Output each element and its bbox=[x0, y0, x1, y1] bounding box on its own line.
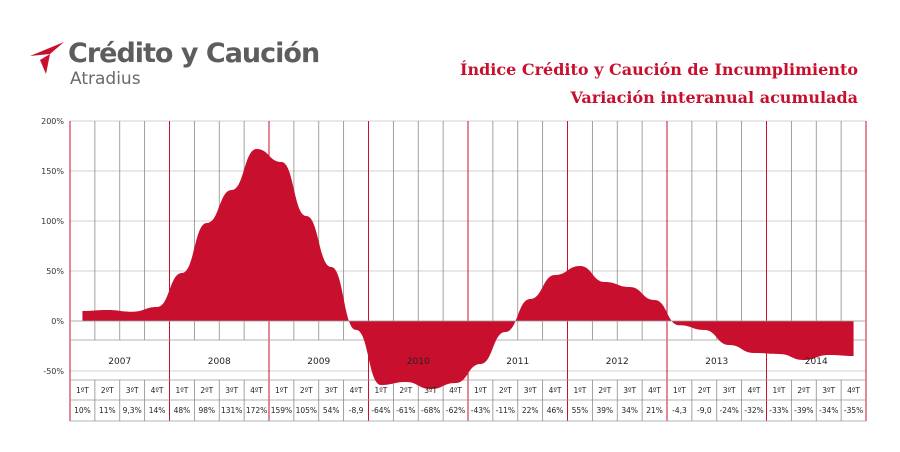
quarter-label: 1ºT bbox=[474, 386, 487, 395]
quarter-label: 2ºT bbox=[101, 386, 114, 395]
value-label: 14% bbox=[149, 406, 166, 415]
quarter-label: 4ºT bbox=[350, 386, 363, 395]
value-label: -24% bbox=[719, 406, 738, 415]
quarter-label: 1ºT bbox=[374, 386, 387, 395]
year-label: 2011 bbox=[506, 357, 529, 367]
quarter-label: 3ºT bbox=[723, 386, 736, 395]
quarter-label: 4ºT bbox=[648, 386, 661, 395]
year-label: 2013 bbox=[705, 357, 728, 367]
quarter-label: 2ºT bbox=[300, 386, 313, 395]
year-label: 2007 bbox=[108, 357, 131, 367]
value-label: 39% bbox=[596, 406, 613, 415]
quarter-label: 2ºT bbox=[797, 386, 810, 395]
y-tick-label: 50% bbox=[46, 267, 64, 276]
value-label: -43% bbox=[471, 406, 490, 415]
value-label: 46% bbox=[547, 406, 564, 415]
chart-subtitle: Variación interanual acumulada bbox=[570, 88, 858, 107]
quarter-label: 3ºT bbox=[822, 386, 835, 395]
value-label: 105% bbox=[296, 406, 317, 415]
quarter-label: 1ºT bbox=[275, 386, 288, 395]
value-label: -34% bbox=[819, 406, 838, 415]
value-label: -33% bbox=[769, 406, 788, 415]
value-label: 172% bbox=[246, 406, 267, 415]
quarter-label: 2ºT bbox=[399, 386, 412, 395]
value-label: -62% bbox=[446, 406, 465, 415]
chart-title: Índice Crédito y Caución de Incumplimien… bbox=[460, 60, 858, 79]
value-label: -68% bbox=[421, 406, 440, 415]
value-label: -39% bbox=[794, 406, 813, 415]
year-label: 2008 bbox=[208, 357, 231, 367]
value-label: 21% bbox=[646, 406, 663, 415]
quarter-label: 1ºT bbox=[573, 386, 586, 395]
value-label: -4,3 bbox=[672, 406, 687, 415]
quarter-label: 3ºT bbox=[225, 386, 238, 395]
y-tick-label: -50% bbox=[43, 367, 64, 376]
year-label: 2012 bbox=[606, 357, 629, 367]
quarter-label: 4ºT bbox=[748, 386, 761, 395]
value-label: 11% bbox=[99, 406, 116, 415]
quarter-label: 3ºT bbox=[126, 386, 139, 395]
quarter-label: 4ºT bbox=[549, 386, 562, 395]
value-label: -9,0 bbox=[697, 406, 712, 415]
value-label: -11% bbox=[496, 406, 515, 415]
value-label: -32% bbox=[744, 406, 763, 415]
y-tick-label: 200% bbox=[41, 117, 64, 126]
brand-sub: Atradius bbox=[70, 69, 141, 89]
brand-name: Crédito y Caución bbox=[68, 38, 320, 69]
quarter-label: 3ºT bbox=[623, 386, 636, 395]
value-label: 55% bbox=[572, 406, 589, 415]
value-label: -8,9 bbox=[349, 406, 364, 415]
quarter-label: 3ºT bbox=[524, 386, 537, 395]
y-tick-label: 150% bbox=[41, 167, 64, 176]
y-tick-label: 100% bbox=[41, 217, 64, 226]
year-label: 2010 bbox=[407, 357, 430, 367]
quarter-label: 3ºT bbox=[325, 386, 338, 395]
value-label: -61% bbox=[396, 406, 415, 415]
quarter-label: 2ºT bbox=[598, 386, 611, 395]
atradius-logo-icon bbox=[30, 42, 64, 74]
quarter-label: 2ºT bbox=[698, 386, 711, 395]
value-label: 98% bbox=[198, 406, 215, 415]
y-tick-label: 0% bbox=[51, 317, 64, 326]
value-label: 10% bbox=[74, 406, 91, 415]
quarter-label: 1ºT bbox=[772, 386, 785, 395]
brand-logo: Crédito y Caución Atradius bbox=[26, 38, 320, 94]
quarter-label: 1ºT bbox=[673, 386, 686, 395]
value-label: 22% bbox=[522, 406, 539, 415]
quarter-label: 1ºT bbox=[76, 386, 89, 395]
value-label: 34% bbox=[621, 406, 638, 415]
value-label: 48% bbox=[174, 406, 191, 415]
quarter-label: 4ºT bbox=[847, 386, 860, 395]
value-label: 131% bbox=[221, 406, 242, 415]
value-label: 9,3% bbox=[123, 406, 142, 415]
quarter-label: 4ºT bbox=[151, 386, 164, 395]
value-label: 54% bbox=[323, 406, 340, 415]
quarter-label: 4ºT bbox=[449, 386, 462, 395]
quarter-label: 3ºT bbox=[424, 386, 437, 395]
quarter-label: 2ºT bbox=[200, 386, 213, 395]
value-label: 159% bbox=[271, 406, 292, 415]
quarter-label: 1ºT bbox=[175, 386, 188, 395]
value-label: -35% bbox=[844, 406, 863, 415]
year-label: 2009 bbox=[307, 357, 330, 367]
year-label: 2014 bbox=[805, 357, 828, 367]
quarter-label: 2ºT bbox=[499, 386, 512, 395]
value-label: -64% bbox=[371, 406, 390, 415]
series-area bbox=[82, 149, 854, 389]
quarter-label: 4ºT bbox=[250, 386, 263, 395]
